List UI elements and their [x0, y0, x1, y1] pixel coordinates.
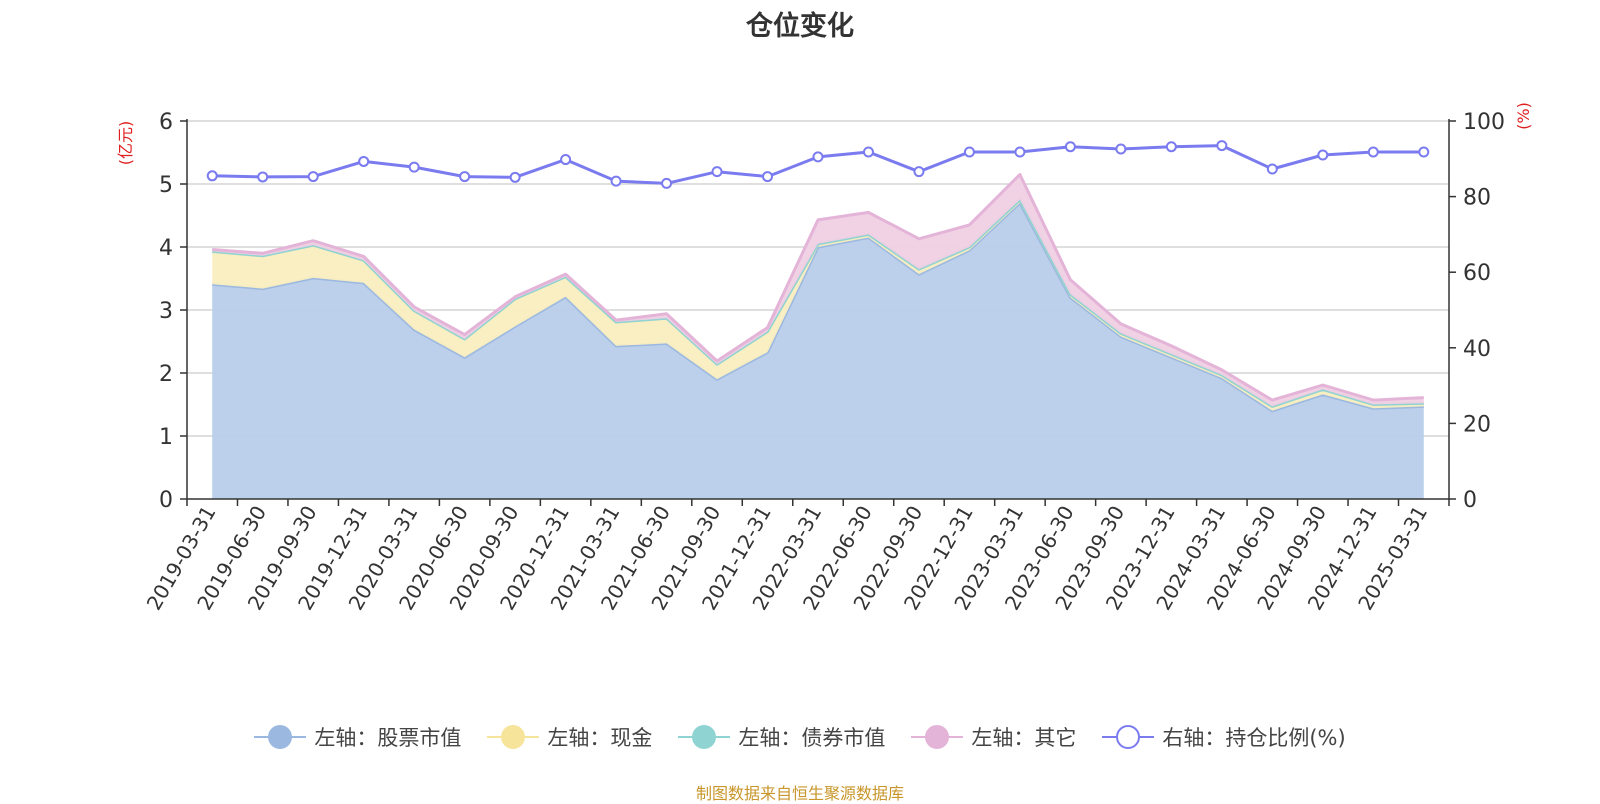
- area-stock: [212, 202, 1424, 499]
- ratio-point[interactable]: [610, 175, 622, 187]
- ratio-point[interactable]: [560, 154, 572, 166]
- ratio-point[interactable]: [661, 177, 673, 189]
- ratio-point[interactable]: [1115, 143, 1127, 155]
- ratio-point[interactable]: [762, 171, 774, 183]
- legend-item-bond[interactable]: 左轴：债券市值: [678, 722, 885, 752]
- ratio-point[interactable]: [1165, 141, 1177, 153]
- legend-bond-label: 左轴：债券市值: [738, 726, 886, 750]
- ratio-point[interactable]: [1418, 146, 1430, 158]
- chart-legend: 左轴：股票市值 左轴：现金 左轴：债券市值 左轴：其它 右轴：持仓比例(%): [0, 722, 1600, 752]
- legend-other-label: 左轴：其它: [971, 726, 1077, 750]
- stacked-areas: [212, 173, 1424, 499]
- legend-cash-label: 左轴：现金: [547, 726, 653, 750]
- area-edge-other: [212, 173, 1424, 402]
- right-tick-label: 0: [1463, 488, 1477, 513]
- ratio-point[interactable]: [307, 171, 319, 183]
- right-tick-label: 80: [1463, 186, 1491, 211]
- ratio-point[interactable]: [1317, 149, 1329, 161]
- ratio-point[interactable]: [408, 161, 420, 173]
- ratio-point[interactable]: [1367, 146, 1379, 158]
- ratio-point[interactable]: [358, 155, 370, 167]
- legend-bond-marker: [678, 725, 731, 749]
- legend-item-cash[interactable]: 左轴：现金: [487, 722, 652, 752]
- ratio-point[interactable]: [1216, 140, 1228, 152]
- legend-cash-marker: [487, 725, 540, 749]
- ratio-point[interactable]: [913, 166, 925, 178]
- left-axis-unit: (亿元): [116, 121, 135, 166]
- legend-ratio-label: 右轴：持仓比例(%): [1162, 726, 1346, 750]
- ratio-point[interactable]: [963, 146, 975, 158]
- right-tick-label: 40: [1463, 337, 1491, 362]
- ratio-point[interactable]: [812, 151, 824, 163]
- ratio-point[interactable]: [711, 166, 723, 178]
- ratio-point[interactable]: [1064, 141, 1076, 153]
- legend-stock-marker: [254, 725, 307, 749]
- left-tick-label: 6: [159, 110, 173, 135]
- ratio-point[interactable]: [459, 171, 471, 183]
- right-tick-label: 100: [1463, 110, 1505, 135]
- ratio-point[interactable]: [1014, 146, 1026, 158]
- left-tick-label: 2: [159, 362, 173, 387]
- legend-item-other[interactable]: 左轴：其它: [911, 722, 1076, 752]
- left-tick-label: 1: [159, 425, 173, 450]
- legend-item-ratio[interactable]: 右轴：持仓比例(%): [1102, 722, 1346, 752]
- legend-item-stock[interactable]: 左轴：股票市值: [254, 722, 461, 752]
- left-tick-label: 4: [159, 236, 173, 261]
- right-axis-unit: (%): [1514, 102, 1533, 130]
- legend-stock-label: 左轴：股票市值: [314, 726, 462, 750]
- left-tick-label: 0: [159, 488, 173, 513]
- legend-ratio-marker: [1102, 725, 1155, 749]
- ratio-point[interactable]: [509, 171, 521, 183]
- left-tick-label: 5: [159, 173, 173, 198]
- ratio-point[interactable]: [862, 146, 874, 158]
- left-tick-label: 3: [159, 299, 173, 324]
- chart-title: 仓位变化: [746, 11, 854, 42]
- ratio-point[interactable]: [1266, 163, 1278, 175]
- ratio-line: [206, 140, 1430, 189]
- right-tick-label: 20: [1463, 412, 1491, 437]
- right-tick-label: 60: [1463, 261, 1491, 286]
- data-source-footer: 制图数据来自恒生聚源数据库: [695, 784, 904, 803]
- ratio-point[interactable]: [257, 171, 269, 183]
- ratio-point[interactable]: [206, 170, 218, 182]
- ratio-polyline: [212, 144, 1424, 185]
- legend-other-marker: [911, 725, 964, 749]
